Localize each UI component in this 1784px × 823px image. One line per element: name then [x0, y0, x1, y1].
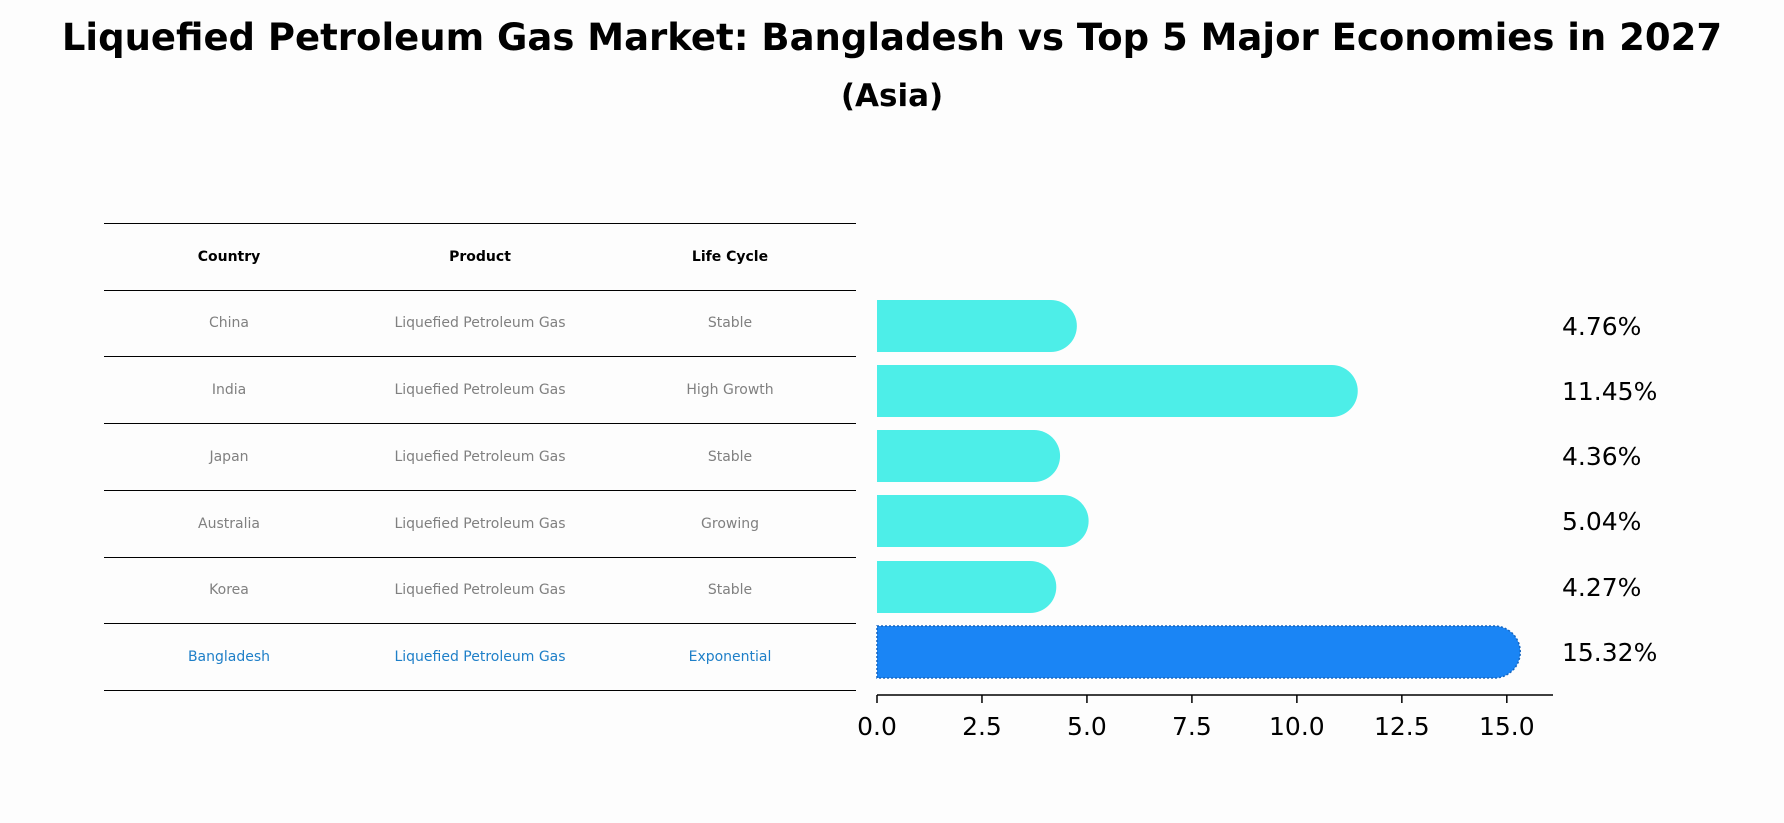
cell-product: Liquefied Petroleum Gas: [394, 648, 566, 665]
x-tick-label: 15.0: [1479, 712, 1535, 741]
table-rule: [104, 690, 856, 691]
cell-life-cycle: Exponential: [688, 648, 772, 665]
cell-country: China: [209, 315, 249, 331]
bar-china: [877, 300, 1077, 352]
cell-product: Liquefied Petroleum Gas: [394, 582, 566, 598]
table-rule: [104, 290, 856, 291]
chart-title: Liquefied Petroleum Gas Market: Banglade…: [61, 16, 1723, 59]
bar-korea: [877, 561, 1057, 613]
cell-country: Bangladesh: [187, 648, 271, 665]
value-label: 5.04%: [1562, 507, 1641, 536]
table-rule: [104, 623, 856, 624]
cell-country: Korea: [209, 582, 249, 598]
value-label: 15.32%: [1562, 638, 1657, 667]
table-rule: [104, 356, 856, 357]
value-label: 11.45%: [1562, 377, 1657, 406]
table-rule: [104, 423, 856, 424]
x-tick-label: 5.0: [1067, 712, 1107, 741]
cell-life-cycle: Stable: [707, 315, 753, 331]
x-tick-label: 10.0: [1269, 712, 1325, 741]
cell-product: Liquefied Petroleum Gas: [394, 448, 566, 465]
cell-country: India: [211, 381, 247, 398]
cell-life-cycle: High Growth: [686, 381, 774, 398]
bar-india: [877, 365, 1358, 417]
value-label: 4.27%: [1562, 573, 1641, 602]
table-rule: [104, 557, 856, 558]
bar-bangladesh: [876, 625, 1521, 679]
value-label: 4.36%: [1562, 442, 1641, 471]
x-tick-label: 2.5: [962, 712, 1002, 741]
cell-product: Liquefied Petroleum Gas: [394, 515, 566, 532]
x-tick-label: 0.0: [857, 712, 897, 741]
data-table: Country Product Life Cycle China Liquefied P…: [0, 0, 870, 823]
cell-product: Liquefied Petroleum Gas: [394, 315, 566, 331]
header-country: Country: [197, 248, 261, 265]
table-rule: [104, 490, 856, 491]
x-tick-label: 12.5: [1374, 712, 1430, 741]
x-tick-label: 7.5: [1172, 712, 1212, 741]
header-life-cycle: Life Cycle: [691, 248, 769, 265]
cell-life-cycle: Stable: [707, 582, 753, 598]
header-product: Product: [449, 248, 511, 265]
cell-product: Liquefied Petroleum Gas: [394, 381, 566, 398]
bar-australia: [877, 495, 1089, 547]
cell-country: Japan: [209, 448, 249, 465]
bar-japan: [877, 430, 1061, 482]
cell-country: Australia: [198, 515, 260, 532]
chart-subtitle: (Asia): [840, 78, 944, 114]
value-label: 4.76%: [1562, 312, 1641, 341]
cell-life-cycle: Stable: [707, 448, 753, 465]
table-rule: [104, 223, 856, 224]
cell-life-cycle: Growing: [701, 515, 759, 532]
